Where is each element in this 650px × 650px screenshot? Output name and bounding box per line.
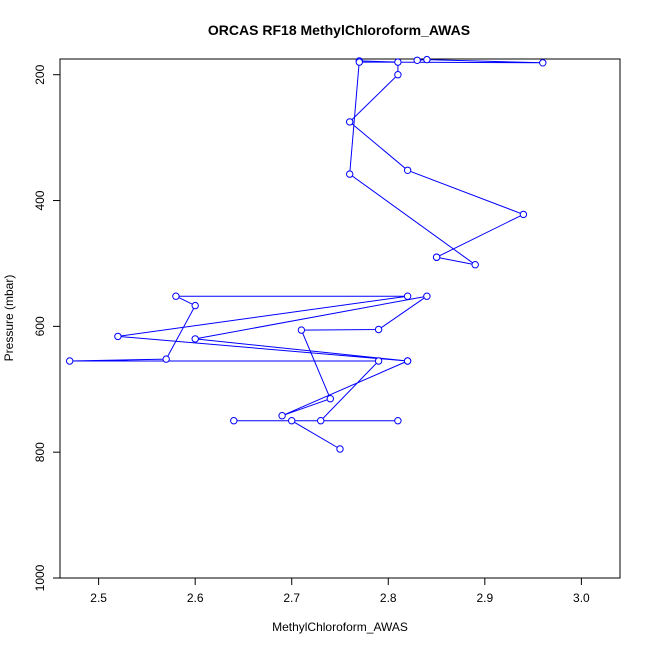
data-point xyxy=(394,58,402,66)
data-point xyxy=(114,332,122,341)
y-tick-label: 600 xyxy=(33,316,47,336)
data-point xyxy=(374,357,383,365)
data-point xyxy=(423,55,431,64)
data-point xyxy=(288,417,296,425)
y-axis-label: Pressure (mbar) xyxy=(2,275,16,362)
x-tick-label: 2.8 xyxy=(380,591,397,605)
data-point xyxy=(278,412,286,420)
data-point xyxy=(346,170,354,178)
y-tick-label: 800 xyxy=(33,442,47,462)
y-tick-label: 400 xyxy=(33,190,47,210)
data-point xyxy=(191,335,199,343)
data-point xyxy=(471,261,479,269)
series-line xyxy=(348,60,525,266)
data-point xyxy=(172,292,180,300)
data-point xyxy=(432,253,441,261)
x-axis: 2.5 2.6 2.7 2.8 2.9 3.0 xyxy=(90,578,590,605)
x-tick-label: 2.7 xyxy=(283,591,300,605)
data-point xyxy=(403,166,412,175)
y-tick-label: 200 xyxy=(33,64,47,84)
data-point xyxy=(423,292,431,300)
data-point xyxy=(297,326,306,334)
data-point xyxy=(230,417,238,425)
x-tick-label: 2.9 xyxy=(476,591,493,605)
x-axis-label: MethylChloroform_AWAS xyxy=(272,620,408,634)
data-point xyxy=(317,417,325,425)
data-point xyxy=(336,445,344,453)
data-point xyxy=(413,56,421,64)
plot-frame xyxy=(59,58,621,579)
series-lines xyxy=(69,59,543,450)
data-point xyxy=(394,417,402,425)
data-point xyxy=(403,292,412,300)
data-point xyxy=(394,71,402,79)
data-point xyxy=(326,395,334,403)
x-tick-label: 2.5 xyxy=(90,591,107,605)
x-tick-label: 2.6 xyxy=(187,591,204,605)
data-point xyxy=(355,58,363,66)
series-line xyxy=(69,295,428,450)
y-tick-label: 1000 xyxy=(33,564,47,591)
data-point xyxy=(374,325,383,334)
data-point xyxy=(403,357,412,365)
data-point xyxy=(519,210,528,219)
data-point xyxy=(66,357,74,365)
y-axis: 200 400 600 800 1000 xyxy=(33,64,60,591)
data-point xyxy=(539,59,547,67)
chart-title: ORCAS RF18 MethylChloroform_AWAS xyxy=(208,22,470,38)
data-point xyxy=(346,118,354,126)
series-points xyxy=(66,55,547,453)
data-point xyxy=(162,355,170,363)
data-point xyxy=(191,301,199,310)
series-line xyxy=(359,59,543,64)
x-tick-label: 3.0 xyxy=(573,591,590,605)
